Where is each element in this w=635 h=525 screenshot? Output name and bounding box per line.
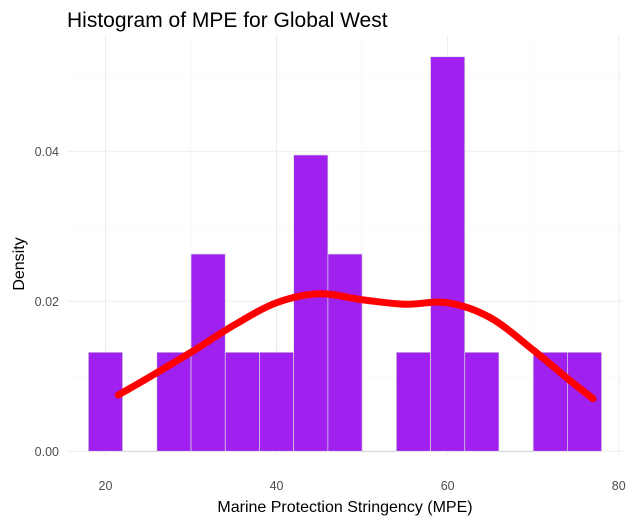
x-axis-title: Marine Protection Stringency (MPE) xyxy=(217,499,472,516)
chart-title: Histogram of MPE for Global West xyxy=(67,9,388,32)
density-curve-group xyxy=(114,290,597,403)
histogram-bar xyxy=(259,351,295,452)
x-axis-ticks: 20 40 60 80 xyxy=(99,479,626,493)
bars xyxy=(88,56,602,453)
x-tick-label: 20 xyxy=(99,479,113,493)
histogram-bar xyxy=(361,450,397,453)
histogram-bar xyxy=(327,253,363,452)
density-curve xyxy=(114,290,597,403)
histogram-bar xyxy=(498,450,534,453)
y-axis-title: Density xyxy=(11,237,28,290)
y-tick-label: 0.04 xyxy=(35,145,59,159)
x-tick-label: 60 xyxy=(441,479,455,493)
x-tick-label: 40 xyxy=(270,479,284,493)
histogram-bar xyxy=(122,450,158,453)
histogram-bar xyxy=(224,351,260,452)
histogram-bar xyxy=(88,351,123,452)
histogram-bar xyxy=(532,351,568,452)
x-tick-label: 80 xyxy=(612,479,626,493)
histogram-bar xyxy=(395,351,431,452)
histogram-bar xyxy=(430,56,466,452)
histogram-bar xyxy=(464,351,500,452)
histogram-bar xyxy=(567,351,602,452)
y-tick-label: 0.00 xyxy=(35,445,59,459)
y-axis-ticks: 0.00 0.02 0.04 xyxy=(35,145,59,459)
y-tick-label: 0.02 xyxy=(35,295,59,309)
histogram-bar xyxy=(293,154,329,452)
